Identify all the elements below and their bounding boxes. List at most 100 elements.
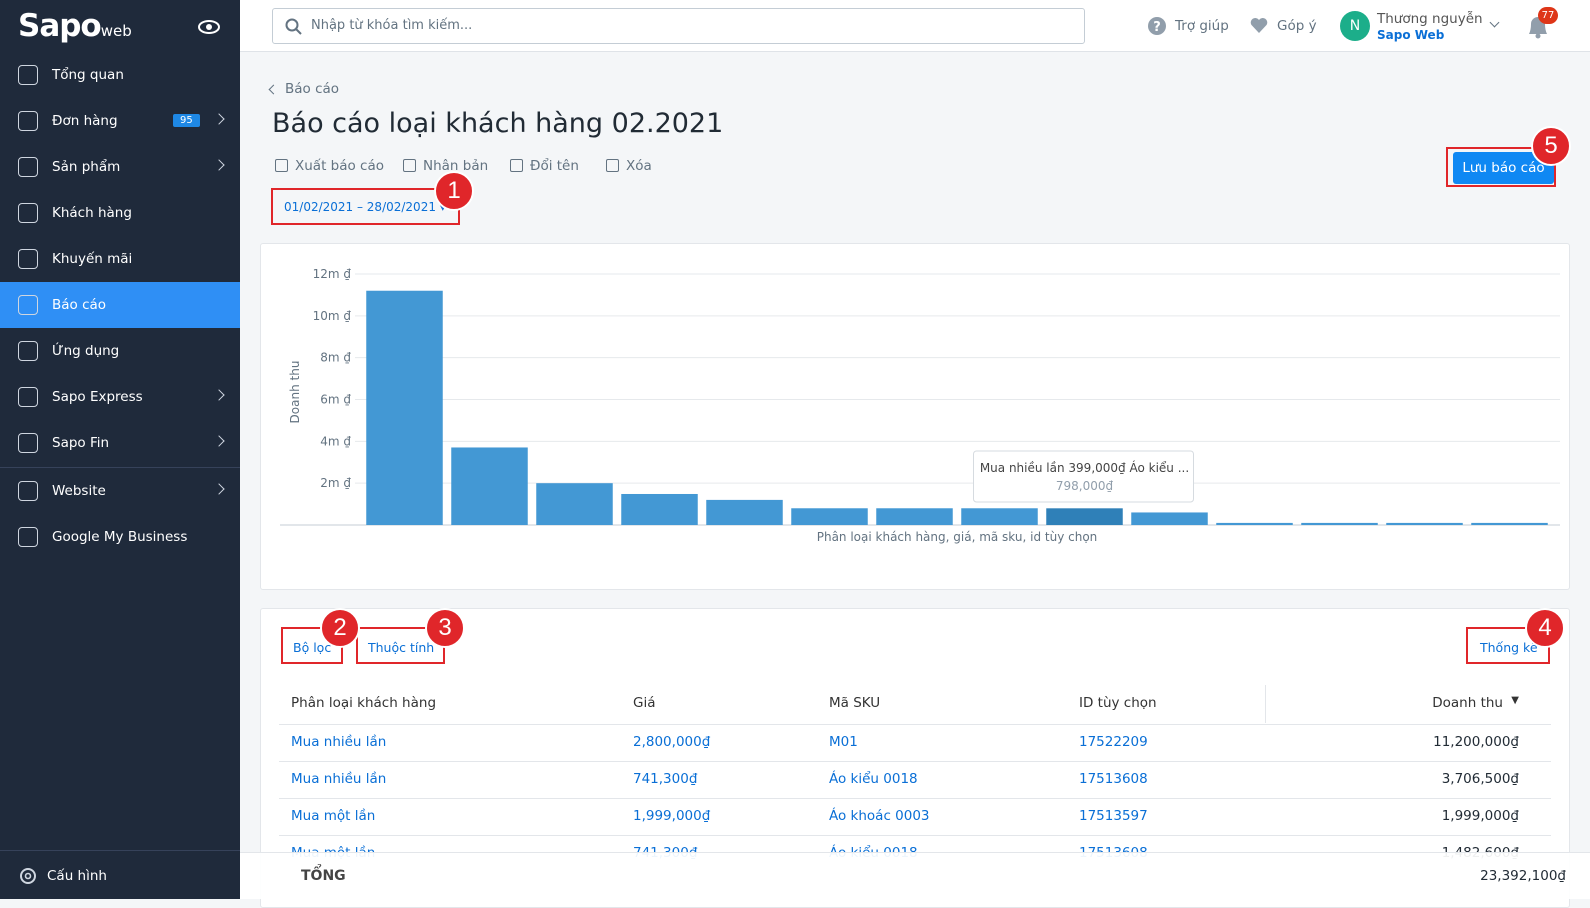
eye-icon[interactable] (198, 19, 220, 35)
notification-badge: 77 (1538, 7, 1558, 24)
nav-icon (18, 157, 38, 177)
y-tick-label: 8m ₫ (320, 351, 351, 365)
action-button[interactable]: Xuất báo cáo (275, 158, 384, 174)
nav-icon (18, 203, 38, 223)
nav-item[interactable]: Đơn hàng 95 (0, 98, 240, 144)
action-icon (403, 159, 416, 172)
nav-item[interactable]: Google My Business (0, 514, 240, 560)
nav-item[interactable]: Báo cáo (0, 282, 240, 328)
annotation-number: 4 (1525, 608, 1565, 648)
chart: 2m ₫ 4m ₫ 6m ₫ 8m ₫ 10m ₫ 12m ₫ Doanh thu Phân … (280, 267, 1560, 544)
nav-item[interactable]: Sapo Fin (0, 420, 240, 468)
search-icon (285, 18, 302, 35)
header-divider (1265, 685, 1266, 723)
y-tick-label: 6m ₫ (320, 393, 351, 407)
bar (536, 483, 613, 525)
row-divider (279, 761, 1551, 762)
total-value: 23,392,100₫ (1480, 868, 1566, 884)
action-icon (510, 159, 523, 172)
action-button[interactable]: Xóa (606, 158, 652, 174)
table-cell: M01 (829, 734, 858, 750)
search-placeholder: Nhập từ khóa tìm kiếm... (311, 18, 473, 33)
action-icon (606, 159, 619, 172)
annotation-number: 3 (425, 608, 465, 648)
action-label: Đổi tên (530, 158, 579, 174)
table-cell: 1,999,000₫ (633, 808, 711, 824)
total-label: TỔNG (301, 868, 346, 884)
nav-item[interactable]: Sản phẩm (0, 144, 240, 190)
heart-icon (1250, 17, 1268, 33)
breadcrumb[interactable]: Báo cáo (268, 81, 340, 97)
nav-label: Ứng dụng (52, 343, 120, 359)
table-cell: 1,999,000₫ (1441, 808, 1519, 824)
user-name[interactable]: Thương nguyễn (1377, 11, 1483, 27)
gear-icon (20, 868, 36, 884)
help-icon: ? (1148, 17, 1166, 35)
table-cell: 2,800,000₫ (633, 734, 711, 750)
nav-item[interactable]: Khuyến mãi (0, 236, 240, 282)
topbar: Nhập từ khóa tìm kiếm... ? Trợ giúp Góp … (240, 0, 1590, 52)
avatar[interactable]: N (1340, 11, 1370, 41)
y-tick-label: 4m ₫ (320, 434, 351, 448)
action-button[interactable]: Nhân bản (403, 158, 488, 174)
nav-label: Báo cáo (52, 297, 107, 313)
nav-item[interactable]: Khách hàng (0, 190, 240, 236)
nav-separator (0, 467, 240, 468)
sidebar: Sapoweb Tổng quan Đơn hàng 95 Sản phẩm Khách… (0, 0, 240, 899)
nav-chevron (213, 389, 225, 401)
action-label: Nhân bản (423, 158, 489, 174)
chart-card: 2m ₫ 4m ₫ 6m ₫ 8m ₫ 10m ₫ 12m ₫ Doanh thu Phân … (260, 243, 1570, 590)
x-axis-title: Phân loại khách hàng, giá, mã sku, id tù… (817, 530, 1098, 544)
nav-item[interactable]: Website (0, 468, 240, 514)
tooltip-box (973, 450, 1194, 503)
nav-label: Khuyến mãi (52, 251, 133, 267)
svg-text:?: ? (1153, 20, 1161, 35)
filter-button[interactable]: Bộ lọc (293, 640, 332, 655)
annotation-number: 5 (1531, 126, 1571, 166)
y-tick-label: 12m ₫ (313, 267, 352, 281)
nav-label: Google My Business (52, 529, 188, 545)
sidebar-footer[interactable]: Cấu hình (0, 850, 240, 899)
logo[interactable]: Sapoweb (18, 8, 132, 44)
statistics-button[interactable]: Thống kê (1480, 640, 1538, 655)
nav-chevron (213, 435, 225, 447)
y-tick-label: 2m ₫ (320, 476, 351, 490)
bar (451, 447, 528, 525)
bar (1471, 522, 1548, 525)
bar (1301, 522, 1378, 525)
nav-item[interactable]: Sapo Express (0, 374, 240, 420)
attributes-button[interactable]: Thuộc tính (368, 640, 435, 655)
search-box[interactable]: Nhập từ khóa tìm kiếm... (272, 8, 1085, 44)
table-cell: 17522209 (1079, 734, 1148, 750)
bar (621, 493, 698, 525)
breadcrumb-label: Báo cáo (285, 81, 340, 97)
nav-item[interactable]: Ứng dụng (0, 328, 240, 374)
bar (1131, 512, 1208, 525)
nav-icon (18, 481, 38, 501)
bar (1046, 508, 1123, 525)
settings-label: Cấu hình (47, 868, 107, 884)
column-header: Mã SKU (829, 695, 881, 711)
action-button[interactable]: Đổi tên (510, 158, 579, 174)
user-chevron[interactable] (1489, 17, 1500, 28)
table-cell: Áo khoác 0003 (829, 808, 930, 824)
y-tick-label: 10m ₫ (313, 309, 352, 323)
save-button[interactable]: Lưu báo cáo (1453, 152, 1554, 184)
bar (366, 290, 443, 525)
feedback-link[interactable]: Góp ý (1277, 18, 1317, 34)
date-range-label: 01/02/2021 – 28/02/2021 (284, 200, 436, 214)
highlight-box (271, 188, 460, 225)
column-header: Doanh thu (1432, 695, 1503, 711)
table-cell: 17513597 (1079, 808, 1148, 824)
nav-icon (18, 295, 38, 315)
table-cell: Mua nhiều lần (291, 771, 387, 787)
column-header: Giá (633, 695, 656, 711)
tooltip-title: Mua nhiều lần 399,000₫ Áo kiểu ... (980, 460, 1189, 475)
nav-label: Sapo Express (52, 389, 143, 405)
logo-text: Sapo (18, 8, 102, 44)
nav-icon (18, 249, 38, 269)
nav-label: Website (52, 483, 106, 499)
help-link[interactable]: Trợ giúp (1175, 18, 1229, 34)
nav-item[interactable]: Tổng quan (0, 52, 240, 98)
